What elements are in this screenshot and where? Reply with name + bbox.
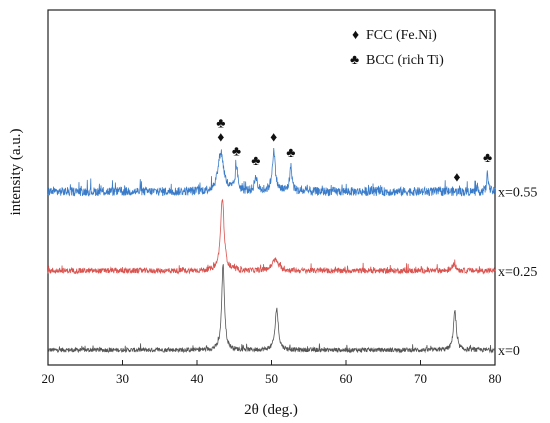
phase-marker: ♦ xyxy=(270,131,277,146)
legend-marker-bcc: ♣ xyxy=(350,53,359,68)
phase-marker: ♣ xyxy=(483,151,492,166)
x-tick-label: 80 xyxy=(489,371,502,386)
x-tick-label: 50 xyxy=(265,371,278,386)
y-axis-label: intensity (a.u.) xyxy=(8,128,24,215)
phase-marker: ♣ xyxy=(286,146,295,161)
phase-marker: ♣ xyxy=(216,117,225,132)
legend-marker-fcc: ♦ xyxy=(352,28,359,43)
series-label: x=0.55 xyxy=(498,186,537,201)
legend: ♦ FCC (Fe.Ni) ♣ BCC (rich Ti) xyxy=(350,28,444,68)
series-line xyxy=(47,198,496,275)
phase-marker: ♣ xyxy=(232,144,241,159)
series-label: x=0 xyxy=(498,344,520,359)
x-tick-label: 70 xyxy=(414,371,427,386)
series-line xyxy=(47,264,496,354)
x-tick-label: 40 xyxy=(191,371,204,386)
legend-label-bcc: BCC (rich Ti) xyxy=(366,53,444,68)
x-axis-ticks: 20 30 40 50 60 70 80 xyxy=(42,360,502,386)
series-line xyxy=(47,147,496,197)
phase-marker: ♦ xyxy=(217,131,224,146)
x-tick-label: 30 xyxy=(116,371,129,386)
legend-label-fcc: FCC (Fe.Ni) xyxy=(366,28,437,43)
series-labels: x=0 x=0.25 x=0.55 xyxy=(498,186,537,359)
phase-marker: ♣ xyxy=(251,154,260,169)
x-tick-label: 20 xyxy=(42,371,55,386)
series-label: x=0.25 xyxy=(498,265,537,280)
x-tick-label: 60 xyxy=(340,371,353,386)
series-layer xyxy=(47,147,496,354)
x-axis-label: 2θ (deg.) xyxy=(244,402,298,418)
phase-markers: ♣♦♣♣♦♣♦♣ xyxy=(216,117,492,186)
phase-marker: ♦ xyxy=(453,171,460,186)
